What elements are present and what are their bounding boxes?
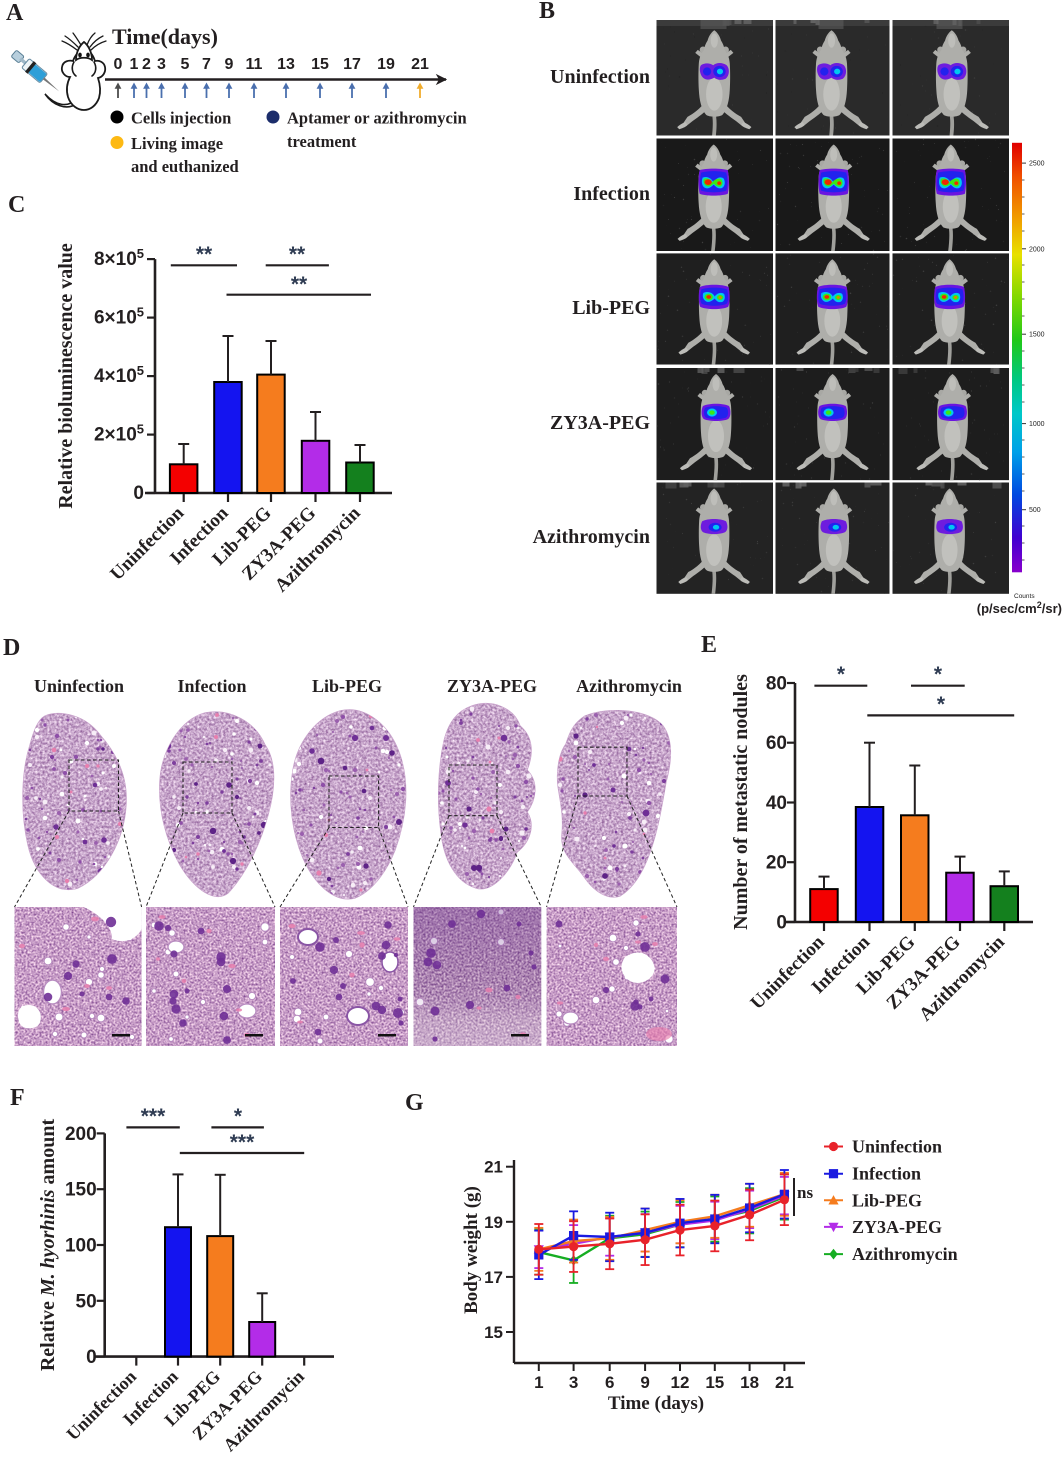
svg-text:21: 21 [775, 1373, 794, 1392]
svg-text:12: 12 [671, 1373, 690, 1392]
svg-text:9: 9 [640, 1373, 649, 1392]
svg-text:**: ** [291, 273, 308, 296]
svg-text:Cells injection: Cells injection [131, 109, 231, 128]
svg-text:G: G [405, 1090, 424, 1116]
svg-text:Lib-PEG: Lib-PEG [312, 676, 382, 696]
svg-text:ZY3A-PEG: ZY3A-PEG [852, 1217, 942, 1237]
svg-text:Uninfection: Uninfection [550, 66, 650, 88]
svg-text:20: 20 [766, 853, 787, 874]
svg-text:80: 80 [766, 674, 787, 695]
svg-text:ZY3A-PEG: ZY3A-PEG [447, 676, 537, 696]
svg-text:Time (days): Time (days) [608, 1393, 704, 1414]
svg-text:3: 3 [569, 1373, 578, 1392]
svg-text:***: *** [230, 1131, 255, 1154]
svg-text:50: 50 [76, 1291, 97, 1312]
svg-text:Number of metastatic nodules: Number of metastatic nodules [730, 674, 752, 930]
svg-text:and euthanized: and euthanized [131, 157, 239, 176]
svg-text:500: 500 [1029, 507, 1041, 514]
svg-text:15: 15 [705, 1373, 724, 1392]
svg-text:7: 7 [202, 56, 211, 73]
svg-text:D: D [3, 635, 20, 661]
svg-text:4×105: 4×105 [94, 363, 144, 388]
svg-text:ns: ns [797, 1183, 813, 1202]
svg-text:Relative bioluminescence value: Relative bioluminescence value [55, 243, 77, 509]
svg-text:**: ** [196, 243, 213, 266]
svg-text:***: *** [141, 1105, 166, 1128]
svg-text:19: 19 [377, 56, 395, 73]
svg-text:3: 3 [157, 56, 166, 73]
svg-text:2000: 2000 [1029, 246, 1045, 253]
svg-text:8×105: 8×105 [94, 246, 144, 271]
svg-text:Infection: Infection [178, 676, 247, 696]
svg-text:0: 0 [86, 1347, 97, 1368]
svg-text:13: 13 [277, 56, 295, 73]
svg-text:F: F [10, 1085, 25, 1111]
svg-text:Counts: Counts [1014, 593, 1035, 600]
svg-text:15: 15 [311, 56, 329, 73]
svg-text:*: * [934, 663, 943, 686]
svg-text:150: 150 [65, 1180, 97, 1201]
svg-text:ZY3A-PEG: ZY3A-PEG [550, 412, 650, 434]
svg-text:A: A [6, 0, 24, 26]
svg-text:Time(days): Time(days) [112, 24, 218, 49]
svg-text:15: 15 [484, 1323, 503, 1342]
svg-text:17: 17 [343, 56, 361, 73]
svg-text:100: 100 [65, 1236, 97, 1257]
svg-text:Infection: Infection [573, 183, 650, 205]
svg-text:21: 21 [411, 56, 429, 73]
svg-text:1: 1 [534, 1373, 543, 1392]
svg-text:0: 0 [133, 483, 144, 504]
svg-text:Uninfection: Uninfection [34, 676, 124, 696]
svg-text:Azithromycin: Azithromycin [852, 1244, 958, 1264]
svg-text:C: C [8, 192, 25, 218]
svg-text:Uninfection: Uninfection [852, 1137, 942, 1157]
svg-text:0: 0 [776, 913, 787, 934]
svg-text:*: * [234, 1105, 243, 1128]
svg-text:Azithromycin: Azithromycin [533, 526, 650, 548]
svg-text:B: B [539, 0, 555, 24]
svg-text:E: E [701, 632, 717, 658]
svg-text:2500: 2500 [1029, 161, 1045, 168]
svg-text:1000: 1000 [1029, 421, 1045, 428]
svg-text:5: 5 [181, 56, 190, 73]
svg-text:18: 18 [740, 1373, 759, 1392]
svg-text:Relative M. hyorhinis amount: Relative M. hyorhinis amount [37, 1119, 59, 1372]
svg-text:Lib-PEG: Lib-PEG [852, 1190, 922, 1210]
svg-text:*: * [837, 663, 846, 686]
svg-text:2: 2 [142, 56, 151, 73]
svg-text:9: 9 [225, 56, 234, 73]
svg-text:6: 6 [605, 1373, 614, 1392]
svg-text:6×105: 6×105 [94, 304, 144, 329]
svg-text:Lib-PEG: Lib-PEG [572, 297, 650, 319]
svg-text:(p/sec/cm2/sr): (p/sec/cm2/sr) [977, 600, 1062, 616]
svg-text:Aptamer or azithromycin: Aptamer or azithromycin [287, 109, 467, 128]
svg-text:Azithromycin: Azithromycin [576, 676, 682, 696]
svg-text:200: 200 [65, 1124, 97, 1145]
svg-text:0: 0 [114, 56, 123, 73]
svg-text:17: 17 [484, 1268, 503, 1287]
svg-text:21: 21 [484, 1158, 503, 1177]
svg-text:1: 1 [130, 56, 139, 73]
svg-text:11: 11 [246, 56, 263, 73]
svg-text:19: 19 [484, 1213, 503, 1232]
svg-text:2×105: 2×105 [94, 421, 144, 446]
svg-text:40: 40 [766, 793, 787, 814]
svg-text:treatment: treatment [287, 132, 357, 151]
svg-text:**: ** [289, 243, 306, 266]
svg-text:Living image: Living image [131, 134, 223, 153]
svg-text:Body weight (g): Body weight (g) [461, 1186, 482, 1314]
svg-text:*: * [937, 693, 946, 716]
svg-text:Infection: Infection [852, 1164, 921, 1184]
svg-text:60: 60 [766, 733, 787, 754]
svg-text:1500: 1500 [1029, 332, 1045, 339]
